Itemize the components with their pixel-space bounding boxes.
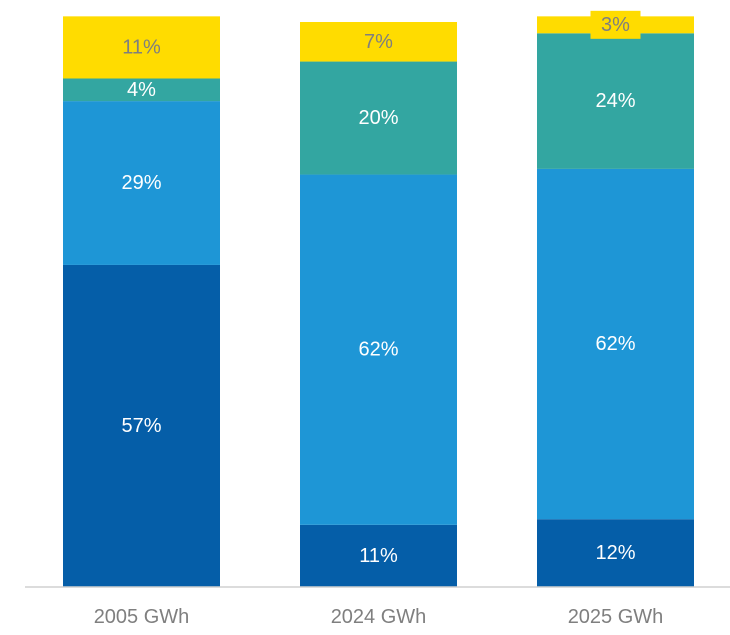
bar-segment (300, 174, 457, 525)
bar-segment (537, 168, 694, 520)
data-label: 11% (359, 545, 398, 567)
data-label: 3% (601, 14, 630, 36)
data-label: 62% (595, 333, 635, 355)
category-tick-label: 2025 GWh (568, 606, 664, 628)
data-label: 11% (122, 36, 161, 58)
data-label: 12% (595, 542, 635, 564)
bars-group (63, 16, 694, 587)
bar-segment (537, 33, 694, 169)
data-label-box (590, 10, 641, 39)
bar-segment (300, 22, 457, 62)
data-labels-group: 57% 29% 4% 11% 11% 62% 20% 7% 12% 62% 24% 3% (121, 10, 641, 567)
bar-segment (63, 78, 220, 102)
bar-segment (63, 101, 220, 265)
bar-segment (63, 16, 220, 79)
data-label: 24% (595, 90, 635, 112)
category-labels-group: 2005 GWh 2024 GWh 2025 GWh (94, 606, 664, 628)
data-label: 4% (127, 79, 156, 101)
bar-segment (63, 264, 220, 587)
category-tick-label: 2024 GWh (331, 606, 427, 628)
data-label: 57% (121, 415, 161, 437)
bar-segment (300, 524, 457, 587)
bar-segment (300, 61, 457, 175)
data-label: 29% (121, 172, 161, 194)
data-label: 20% (358, 107, 398, 129)
bar-segment (537, 519, 694, 587)
data-label: 62% (358, 339, 398, 361)
category-tick-label: 2005 GWh (94, 606, 190, 628)
data-label: 7% (364, 31, 393, 53)
